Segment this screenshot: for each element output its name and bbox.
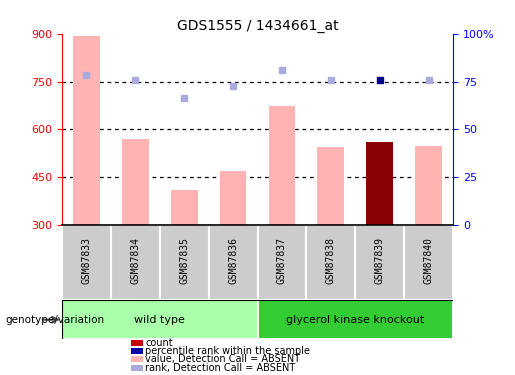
Bar <box>62 300 258 339</box>
Bar <box>366 142 393 225</box>
Text: glycerol kinase knockout: glycerol kinase knockout <box>286 315 424 325</box>
Text: wild type: wild type <box>134 315 185 325</box>
Text: GSM87838: GSM87838 <box>326 237 336 285</box>
Bar <box>219 171 247 225</box>
Text: count: count <box>145 338 173 348</box>
Text: percentile rank within the sample: percentile rank within the sample <box>145 346 310 356</box>
Bar <box>122 139 149 225</box>
Text: genotype/variation: genotype/variation <box>5 315 104 325</box>
Text: GSM87835: GSM87835 <box>179 237 189 285</box>
Bar <box>306 225 355 300</box>
Bar <box>268 106 296 225</box>
Text: GSM87834: GSM87834 <box>130 237 140 285</box>
Bar <box>111 225 160 300</box>
Bar <box>170 190 198 225</box>
Bar <box>258 300 453 339</box>
Bar <box>209 225 258 300</box>
Text: GSM87836: GSM87836 <box>228 237 238 285</box>
Text: GSM87837: GSM87837 <box>277 237 287 285</box>
Text: GSM87839: GSM87839 <box>375 237 385 285</box>
Bar <box>73 36 100 225</box>
Bar <box>404 225 453 300</box>
Text: GSM87840: GSM87840 <box>424 237 434 285</box>
Bar <box>317 147 345 225</box>
Bar <box>415 146 442 225</box>
Text: rank, Detection Call = ABSENT: rank, Detection Call = ABSENT <box>145 363 296 372</box>
Text: GSM87833: GSM87833 <box>81 237 91 285</box>
Bar <box>355 225 404 300</box>
Title: GDS1555 / 1434661_at: GDS1555 / 1434661_at <box>177 19 338 33</box>
Bar <box>62 225 111 300</box>
Bar <box>160 225 209 300</box>
Text: value, Detection Call = ABSENT: value, Detection Call = ABSENT <box>145 354 300 364</box>
Bar <box>258 225 306 300</box>
